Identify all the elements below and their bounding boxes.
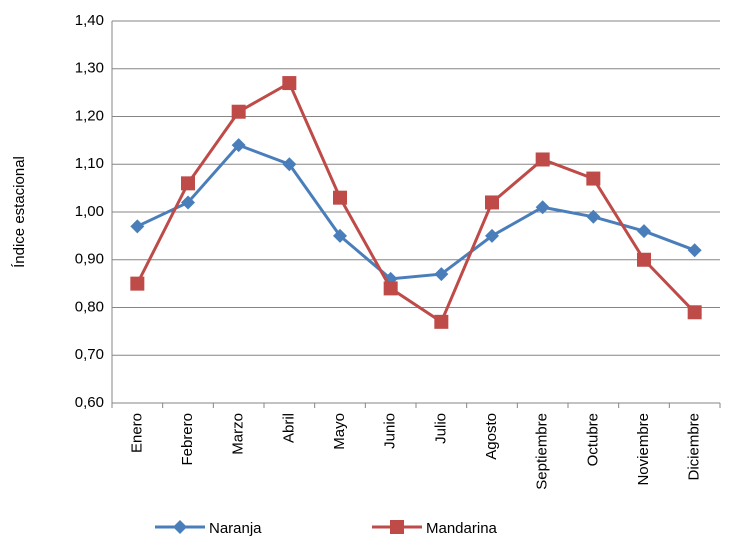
marker	[637, 252, 651, 267]
x-tick-label: Octubre	[584, 413, 601, 466]
marker	[181, 195, 195, 210]
legend-label: Naranja	[209, 520, 262, 537]
y-tick-label: 0,80	[75, 298, 104, 315]
x-tick-label: Julio	[432, 413, 449, 444]
x-tick-label: Noviembre	[635, 413, 652, 486]
marker	[231, 104, 246, 119]
series-line	[135, 80, 696, 325]
x-tick-label: Agosto	[483, 413, 500, 460]
marker	[535, 200, 550, 215]
legend-label: Mandarina	[426, 520, 498, 537]
marker	[231, 138, 246, 153]
marker	[333, 228, 347, 243]
marker	[687, 243, 702, 258]
x-tick-label: Septiembre	[534, 413, 551, 490]
marker	[282, 157, 297, 172]
y-tick-label: 0,70	[75, 346, 104, 363]
marker	[586, 209, 601, 224]
x-tick-label: Abril	[280, 413, 297, 443]
marker	[130, 219, 145, 234]
x-tick-label: Diciembre	[686, 413, 703, 481]
x-tick-label: Enero	[128, 413, 145, 453]
marker	[687, 305, 702, 320]
x-tick-label: Junio	[382, 413, 399, 449]
x-tick-label: Marzo	[230, 413, 247, 455]
marker	[390, 520, 404, 534]
y-tick-label: 1,10	[75, 155, 104, 172]
y-tick-label: 0,90	[75, 251, 104, 268]
marker	[130, 276, 145, 291]
marker	[383, 281, 398, 296]
y-axis-label: Índice estacional	[11, 156, 28, 268]
y-tick-label: 1,30	[75, 60, 104, 77]
marker	[434, 267, 449, 282]
marker	[282, 76, 297, 91]
y-tick-label: 0,60	[75, 394, 104, 411]
marker	[586, 171, 601, 186]
y-tick-label: 1,20	[75, 107, 104, 124]
marker	[485, 228, 499, 243]
y-tick-label: 1,40	[75, 12, 104, 29]
x-tick-label: Mayo	[331, 413, 348, 450]
x-tick-label: Febrero	[179, 413, 196, 466]
y-tick-label: 1,00	[75, 203, 104, 220]
marker	[434, 314, 449, 329]
series-line	[136, 143, 696, 281]
marker	[637, 224, 651, 239]
marker	[485, 195, 499, 210]
marker	[173, 520, 187, 534]
marker	[333, 190, 347, 205]
marker	[181, 176, 195, 191]
marker	[535, 152, 550, 167]
